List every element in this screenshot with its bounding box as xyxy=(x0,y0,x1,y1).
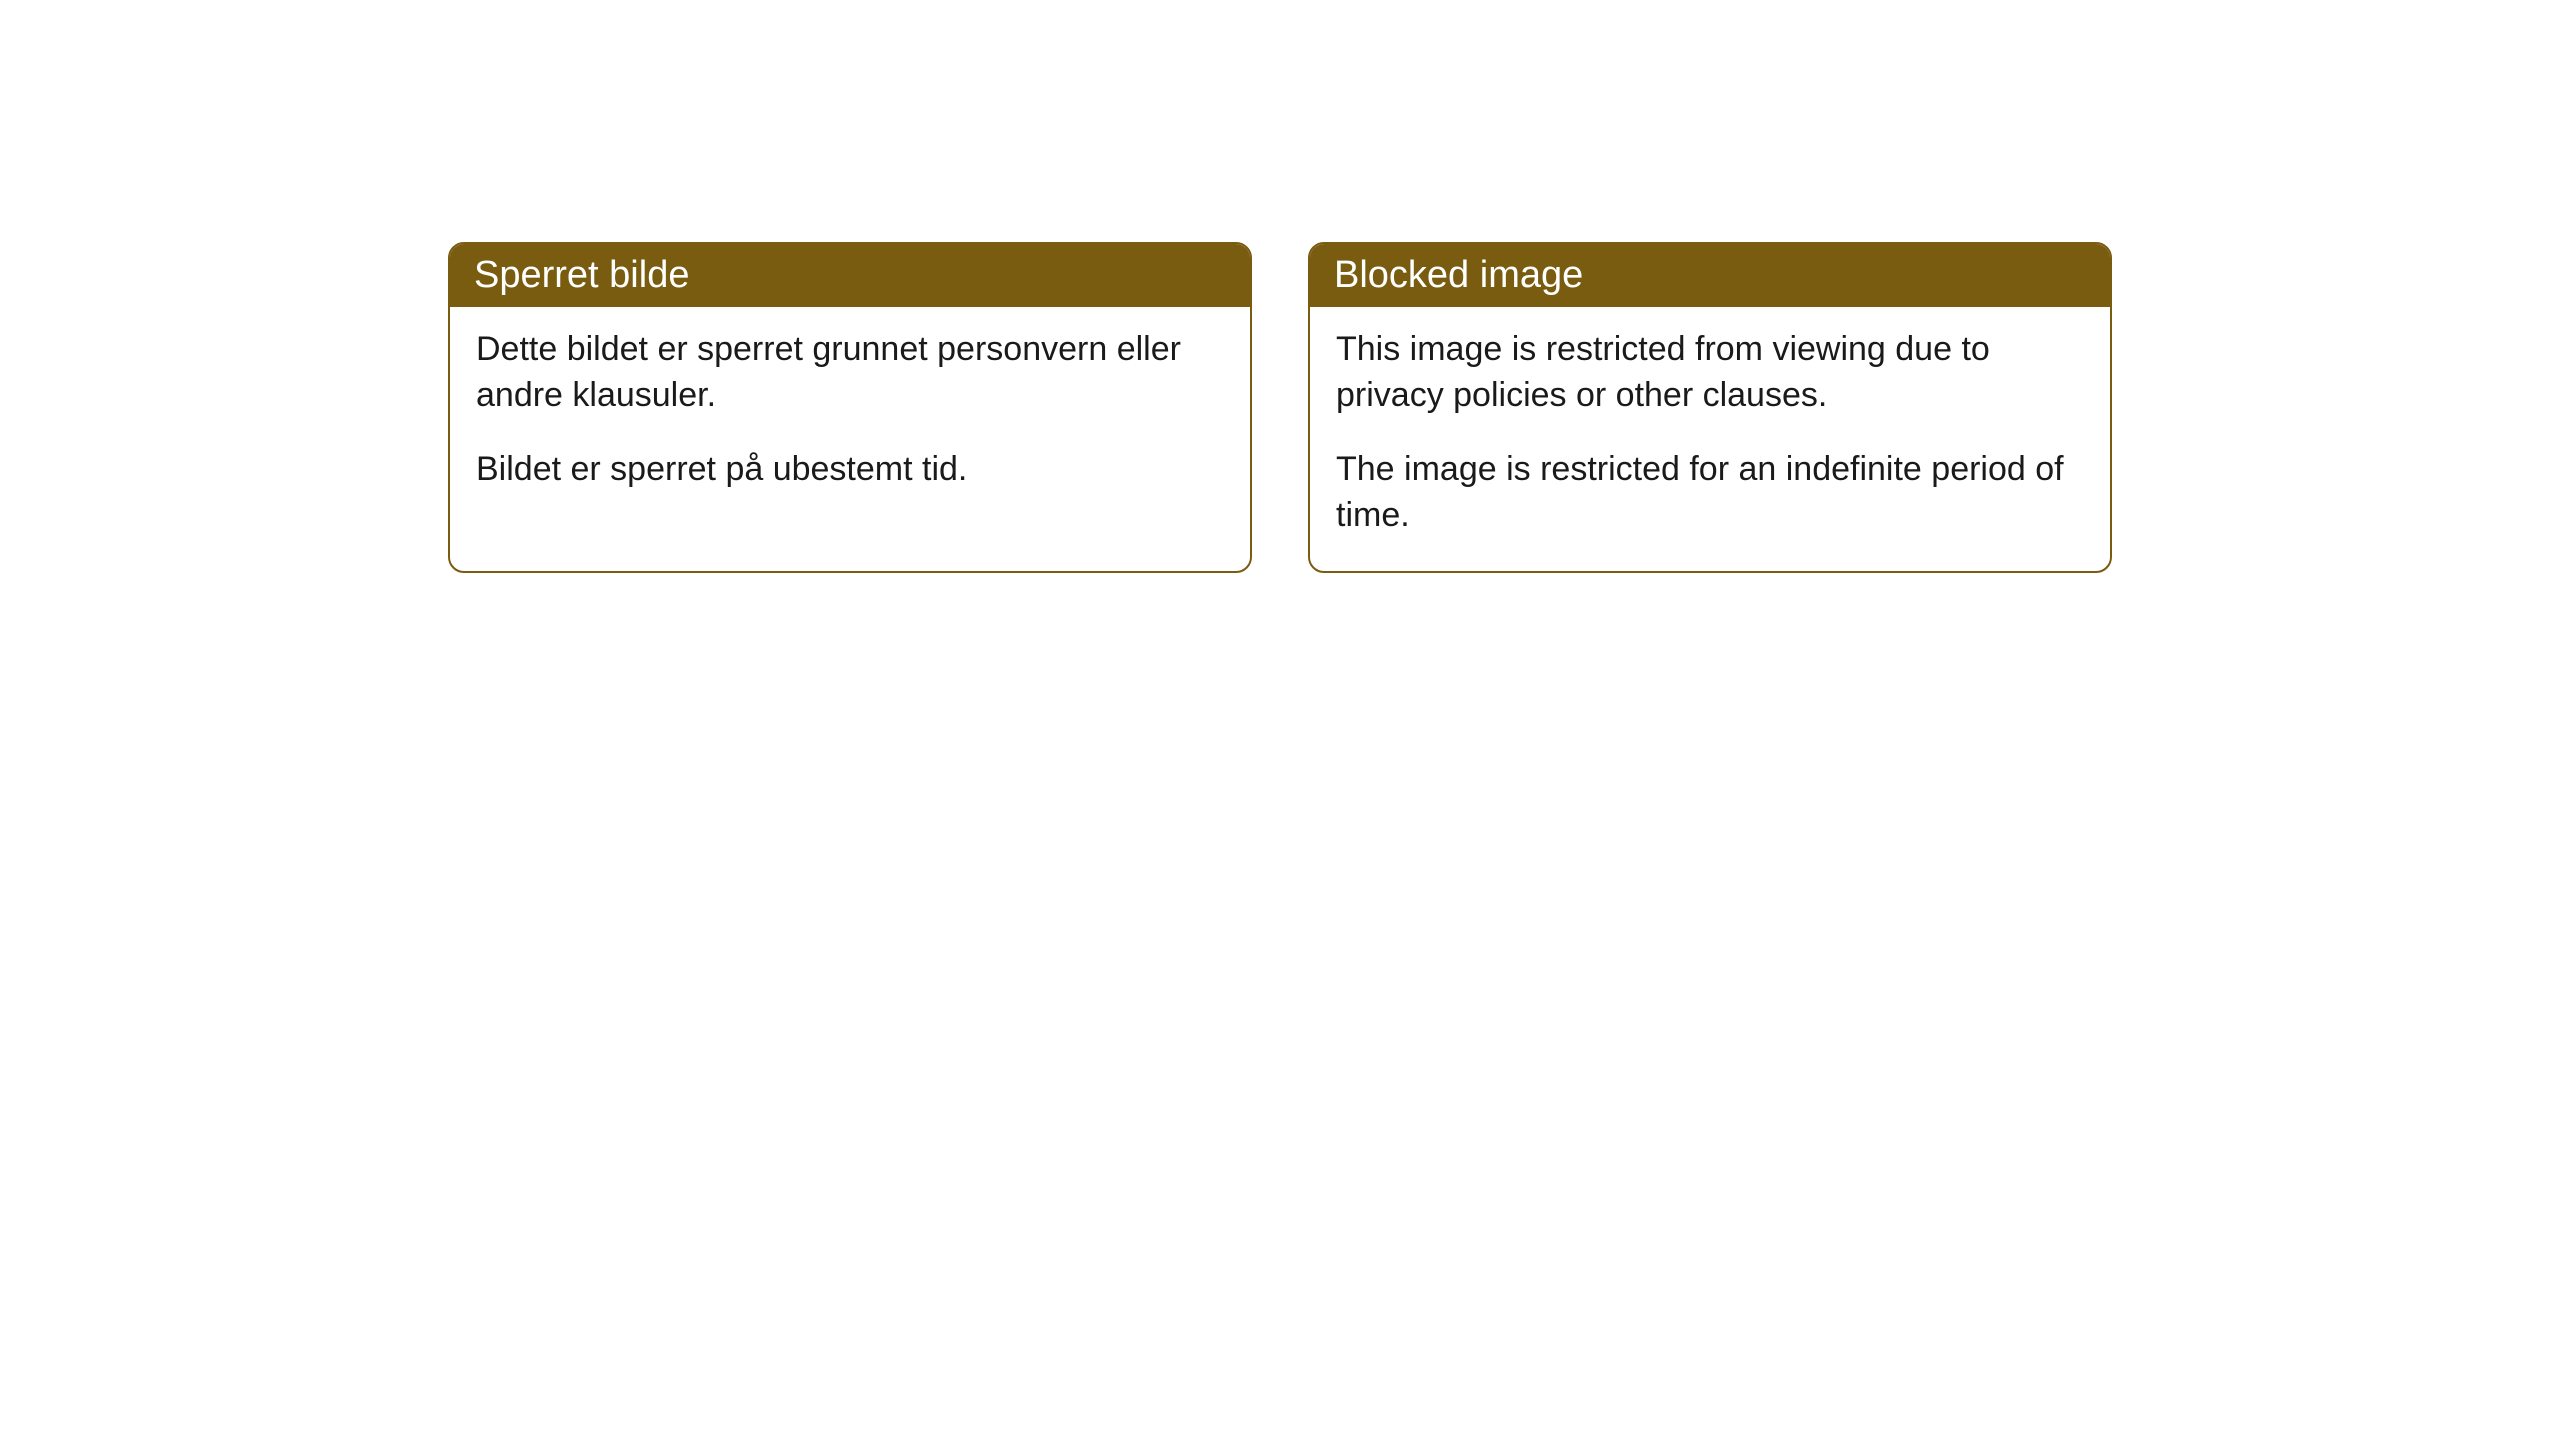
card-text-no-1: Dette bildet er sperret grunnet personve… xyxy=(476,327,1224,419)
cards-container: Sperret bilde Dette bildet er sperret gr… xyxy=(448,242,2112,573)
card-text-no-2: Bildet er sperret på ubestemt tid. xyxy=(476,447,1224,493)
card-body-en: This image is restricted from viewing du… xyxy=(1310,307,2110,571)
card-header-en: Blocked image xyxy=(1310,244,2110,307)
blocked-image-card-en: Blocked image This image is restricted f… xyxy=(1308,242,2112,573)
blocked-image-card-no: Sperret bilde Dette bildet er sperret gr… xyxy=(448,242,1252,573)
card-text-en-2: The image is restricted for an indefinit… xyxy=(1336,447,2084,539)
card-text-en-1: This image is restricted from viewing du… xyxy=(1336,327,2084,419)
card-header-no: Sperret bilde xyxy=(450,244,1250,307)
card-body-no: Dette bildet er sperret grunnet personve… xyxy=(450,307,1250,525)
